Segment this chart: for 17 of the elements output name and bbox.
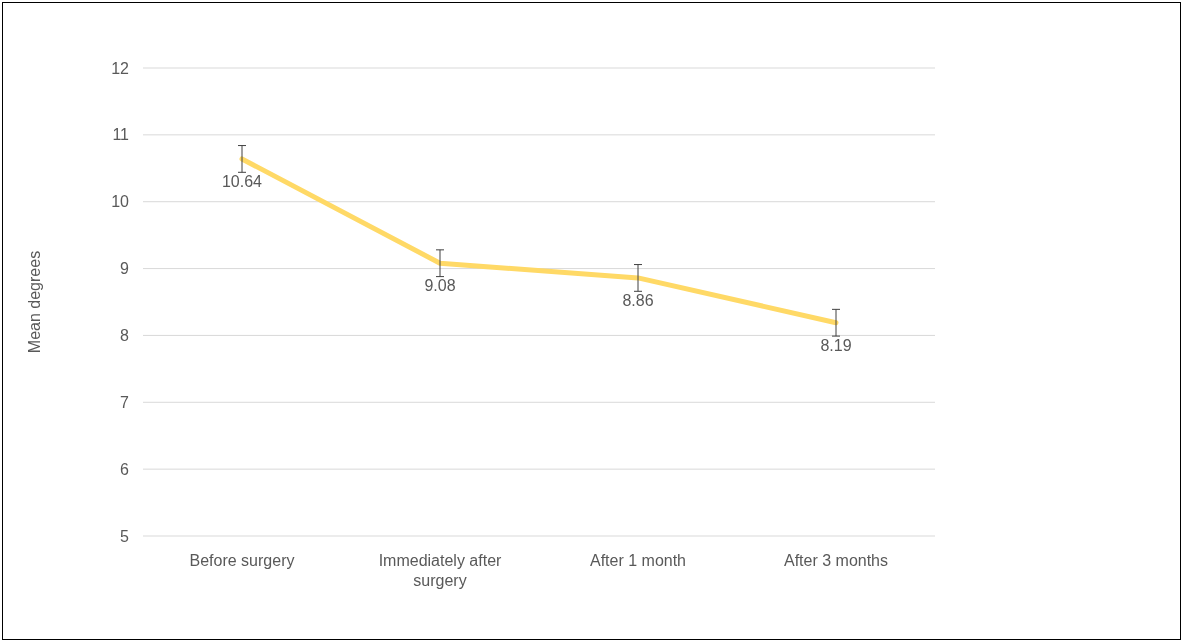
data-label: 8.86 [622, 291, 654, 309]
y-tick-label: 7 [120, 393, 130, 411]
x-tick-label: After 1 month [589, 552, 687, 569]
data-label: 8.19 [820, 336, 852, 354]
y-tick-label: 5 [120, 527, 130, 545]
y-tick-label: 10 [111, 193, 130, 211]
x-tick-label: Immediately after surgery [378, 552, 503, 589]
y-tick-label: 12 [111, 59, 130, 77]
y-axis-title: Mean degrees [26, 250, 43, 354]
y-tick-label: 9 [120, 260, 130, 278]
y-tick-label: 11 [112, 126, 130, 144]
data-label: 9.08 [424, 277, 456, 295]
x-tick-label: Before surgery [189, 552, 295, 569]
y-tick-label: 8 [120, 327, 130, 345]
y-tick-label: 6 [120, 460, 130, 478]
x-tick-label: After 3 months [783, 552, 889, 569]
data-label: 10.64 [221, 172, 263, 190]
